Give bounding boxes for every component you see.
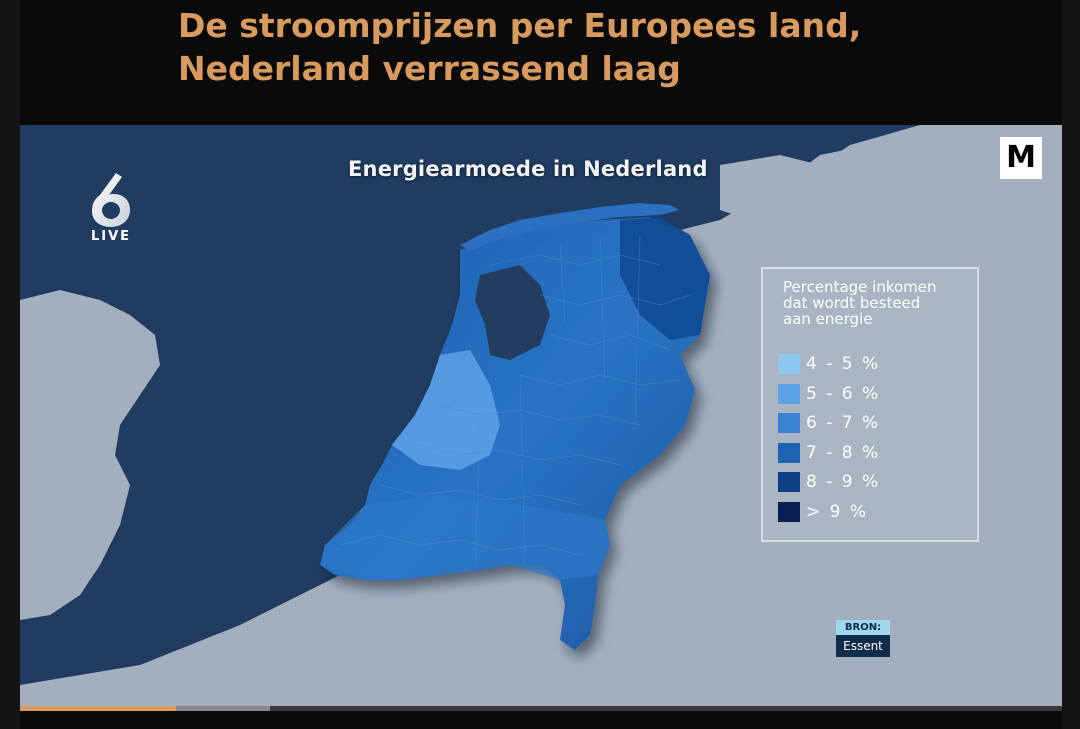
legend-item: 5 - 6 % xyxy=(778,383,968,405)
article-headline: De stroomprijzen per Europees land, Nede… xyxy=(178,4,1038,90)
progress-played xyxy=(20,706,177,711)
legend-label: 6 - 7 % xyxy=(806,413,881,433)
headline-line-1: De stroomprijzen per Europees land, xyxy=(178,6,862,45)
legend-swatch xyxy=(778,383,800,404)
legend-label: > 9 % xyxy=(806,501,869,522)
legend-swatch xyxy=(778,413,800,433)
watermark-logo: M xyxy=(1000,137,1042,179)
land-continent xyxy=(20,125,1062,709)
legend-item: 8 - 9 % xyxy=(778,471,968,493)
netherlands-energy-poverty-map xyxy=(20,125,1062,709)
legend-item: 7 - 8 % xyxy=(778,442,968,464)
region-south xyxy=(320,495,610,580)
legend-item: > 9 % xyxy=(778,501,968,523)
legend-label: 5 - 6 % xyxy=(806,383,881,404)
legend-item: 6 - 7 % xyxy=(778,412,968,434)
legend-label: 8 - 9 % xyxy=(806,472,881,492)
live-label: LIVE xyxy=(90,229,132,244)
legend-label: 7 - 8 % xyxy=(806,442,881,463)
legend-title-line: dat wordt besteed xyxy=(783,294,921,312)
headline-line-2: Nederland verrassend laag xyxy=(178,49,681,88)
ijsselmeer xyxy=(475,265,550,360)
map-title: Energiearmoede in Nederland xyxy=(348,157,708,181)
map-legend: Percentage inkomen dat wordt besteed aan… xyxy=(761,267,979,542)
land-north-germany xyxy=(720,125,1062,235)
source-label: BRON: xyxy=(836,620,890,635)
right-letterbox xyxy=(1062,0,1080,729)
region-north-east xyxy=(620,217,710,340)
land-united-kingdom xyxy=(20,290,160,620)
channel-logo: LIVE xyxy=(80,169,142,247)
municipality-borders xyxy=(339,234,691,571)
legend-swatch xyxy=(778,472,800,492)
legend-label: 4 - 5 % xyxy=(806,354,881,374)
source-value: Essent xyxy=(836,635,890,657)
legend-title-line: aan energie xyxy=(783,310,873,328)
six-logo-icon xyxy=(92,173,130,227)
legend-swatch xyxy=(778,442,800,463)
legend-swatch xyxy=(778,501,800,522)
left-letterbox xyxy=(0,0,20,729)
wadden-islands xyxy=(460,203,680,251)
source-tag: BRON: Essent xyxy=(836,620,890,657)
region-randstad xyxy=(392,350,500,470)
legend-item: 4 - 5 % xyxy=(778,353,968,375)
legend-title: Percentage inkomen dat wordt besteed aan… xyxy=(783,279,973,327)
video-frame[interactable]: Energiearmoede in Nederland LIVE M Perce… xyxy=(20,125,1062,709)
legend-swatch xyxy=(778,354,800,374)
legend-title-line: Percentage inkomen xyxy=(783,278,937,296)
video-progress-bar[interactable] xyxy=(20,706,1062,711)
